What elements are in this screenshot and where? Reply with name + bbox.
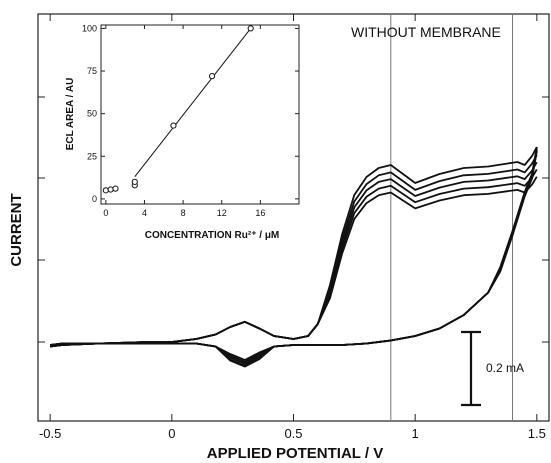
- main-x-axis-title: APPLIED POTENTIAL / V: [207, 445, 383, 462]
- inset-fit: [134, 28, 252, 178]
- inset-data-point: [131, 178, 138, 185]
- inset-data-point: [208, 73, 216, 80]
- inset-x-tick-label: 4: [142, 208, 147, 218]
- main-x-tick-label: 1.5: [528, 426, 546, 441]
- main-x-tick-label: -0.5: [39, 426, 61, 441]
- inset-fit-line: [134, 28, 252, 178]
- main-x-ticks: -0.5 0 0.5 1 1.5: [39, 14, 546, 441]
- inset-y-tick-label: 100: [82, 23, 97, 33]
- condition-annotation: WITHOUT MEMBRANE: [351, 24, 501, 40]
- inset-y-ticks: 0 25 50 75 100: [82, 23, 299, 204]
- scale-bar-label: 0.2 mA: [486, 361, 524, 375]
- inset-x-axis-title: CONCENTRATION Ru²⁺ / μM: [145, 230, 280, 241]
- inset-chart: 0 4 8 12 16 0 25 50 75 100 CONCENTRATION Ru²⁺ / …: [65, 23, 300, 241]
- inset-data-point: [107, 186, 114, 193]
- inset-x-tick-label: 12: [217, 208, 227, 218]
- main-reference-lines: [390, 14, 513, 421]
- inset-y-tick-label: 0: [92, 194, 97, 204]
- main-chart: -0.5 0 0.5 1 1.5 0.2 mA WITHOUT MEMBRANE APP…: [8, 13, 550, 462]
- forward-scan-cycle-5: [50, 176, 538, 346]
- main-y-ticks: [38, 13, 549, 422]
- inset-y-tick-label: 50: [87, 109, 97, 119]
- reverse-scan-cycle-5: [50, 151, 538, 368]
- main-y-axis-title: CURRENT: [8, 193, 25, 266]
- main-x-tick-label: 0: [168, 426, 175, 441]
- inset-plot-frame: [100, 24, 300, 205]
- inset-x-tick-label: 8: [181, 208, 186, 218]
- inset-x-ticks: 0 4 8 12 16: [103, 25, 265, 218]
- main-x-tick-label: 0.5: [284, 426, 302, 441]
- inset-x-tick-label: 0: [103, 208, 108, 218]
- inset-y-tick-label: 25: [87, 151, 97, 161]
- inset-data-point: [170, 122, 177, 129]
- main-x-tick-label: 1: [412, 426, 419, 441]
- inset-data-point: [247, 25, 254, 32]
- inset-points: [102, 25, 254, 194]
- inset-y-axis-title: ECL AREA / AU: [65, 78, 76, 151]
- inset-data-point: [102, 187, 109, 194]
- main-curves: [50, 146, 538, 368]
- current-scale-bar: 0.2 mA: [461, 330, 524, 407]
- inset-data-point: [112, 185, 119, 192]
- inset-x-tick-label: 16: [255, 208, 265, 218]
- inset-y-tick-label: 75: [87, 66, 97, 76]
